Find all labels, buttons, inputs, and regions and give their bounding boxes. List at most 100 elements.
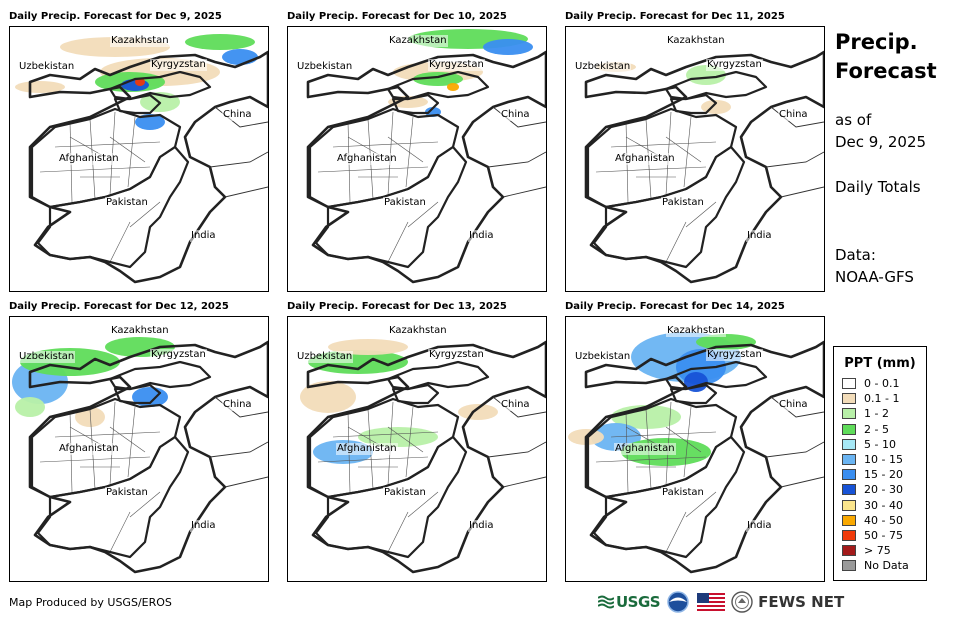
legend-swatch bbox=[842, 438, 856, 450]
country-label-china: China bbox=[500, 399, 531, 411]
map-canvas bbox=[584, 50, 824, 284]
legend-label: 20 - 30 bbox=[864, 483, 903, 497]
panel-title: Daily Precip. Forecast for Dec 12, 2025 bbox=[9, 301, 229, 312]
province-border bbox=[54, 431, 161, 438]
precip-area bbox=[358, 427, 438, 447]
province-border bbox=[685, 201, 717, 228]
legend-swatch bbox=[842, 408, 856, 420]
province-border bbox=[610, 431, 717, 438]
legend-item: > 75 bbox=[842, 543, 926, 558]
country-label-kyrgyzstan: Kyrgyzstan bbox=[428, 349, 485, 361]
country-label-uzbekistan: Uzbekistan bbox=[574, 351, 632, 363]
country-label-kazakhstan: Kazakhstan bbox=[666, 35, 726, 47]
legend-label: 1 - 2 bbox=[864, 407, 889, 421]
legend-item: 40 - 50 bbox=[842, 513, 926, 528]
country-label-pakistan: Pakistan bbox=[661, 197, 705, 209]
as-of-block: as of Dec 9, 2025 bbox=[835, 109, 926, 153]
province-border bbox=[54, 141, 161, 148]
legend-swatch bbox=[842, 484, 856, 496]
fews-net-logo: FEWS NET bbox=[758, 593, 845, 611]
province-border bbox=[387, 221, 409, 263]
legend-swatch bbox=[842, 454, 856, 466]
precip-area bbox=[75, 407, 105, 427]
country-label-china: China bbox=[222, 399, 253, 411]
tajikistan-border bbox=[113, 93, 162, 115]
country-label-pakistan: Pakistan bbox=[661, 487, 705, 499]
precip-area bbox=[185, 34, 255, 50]
province-border bbox=[39, 166, 151, 173]
country-label-uzbekistan: Uzbekistan bbox=[574, 61, 632, 73]
kyrgyzstan-border bbox=[108, 360, 212, 391]
precip-map: Kazakhstan Uzbekistan Kyrgyzstan China Afgha… bbox=[565, 26, 825, 292]
province-border bbox=[332, 141, 439, 148]
legend-label: 5 - 10 bbox=[864, 437, 896, 451]
precip-map: Kazakhstan Uzbekistan Kyrgyzstan China Afgha… bbox=[287, 316, 547, 582]
kyrgyzstan-border bbox=[664, 70, 768, 101]
country-label-kazakhstan: Kazakhstan bbox=[666, 325, 726, 337]
legend-swatch bbox=[842, 499, 856, 511]
as-of-date: Dec 9, 2025 bbox=[835, 133, 927, 151]
country-label-afghanistan: Afghanistan bbox=[614, 153, 676, 165]
country-label-india: India bbox=[746, 230, 773, 242]
country-border bbox=[487, 151, 546, 168]
country-border bbox=[765, 151, 824, 168]
precip-area bbox=[413, 72, 463, 86]
legend-label: No Data bbox=[864, 559, 909, 573]
province-border bbox=[129, 491, 161, 518]
country-label-uzbekistan: Uzbekistan bbox=[18, 351, 76, 363]
country-label-uzbekistan: Uzbekistan bbox=[296, 351, 354, 363]
country-border bbox=[224, 186, 268, 198]
province-border bbox=[332, 431, 439, 438]
country-border bbox=[780, 186, 824, 198]
legend-item: 2 - 5 bbox=[842, 422, 926, 437]
country-label-india: India bbox=[468, 520, 495, 532]
country-label-kyrgyzstan: Kyrgyzstan bbox=[706, 349, 763, 361]
country-border bbox=[209, 151, 268, 168]
legend-label: 40 - 50 bbox=[864, 513, 903, 527]
precip-area bbox=[300, 381, 356, 413]
country-border bbox=[224, 476, 268, 488]
panel-title: Daily Precip. Forecast for Dec 11, 2025 bbox=[565, 11, 785, 22]
legend-label: 30 - 40 bbox=[864, 498, 903, 512]
province-border bbox=[317, 166, 429, 173]
tajikistan-border bbox=[391, 383, 440, 405]
legend-swatch bbox=[842, 423, 856, 435]
country-label-india: India bbox=[746, 520, 773, 532]
country-border bbox=[780, 476, 824, 488]
province-border bbox=[407, 201, 439, 228]
province-border bbox=[387, 426, 424, 453]
country-label-india: India bbox=[190, 230, 217, 242]
province-border bbox=[109, 426, 146, 453]
usgs-wave-icon bbox=[598, 595, 614, 609]
province-border bbox=[387, 136, 424, 163]
map-canvas bbox=[568, 332, 824, 574]
province-border bbox=[685, 491, 717, 518]
country-label-kyrgyzstan: Kyrgyzstan bbox=[150, 59, 207, 71]
country-label-kyrgyzstan: Kyrgyzstan bbox=[150, 349, 207, 361]
precip-area bbox=[135, 114, 165, 130]
country-label-pakistan: Pakistan bbox=[105, 487, 149, 499]
legend-swatch bbox=[842, 545, 856, 557]
legend-item: 20 - 30 bbox=[842, 482, 926, 497]
province-border bbox=[665, 426, 702, 453]
legend-swatch bbox=[842, 529, 856, 541]
daily-totals-label: Daily Totals bbox=[835, 178, 921, 196]
country-label-uzbekistan: Uzbekistan bbox=[18, 61, 76, 73]
side-title-line1: Precip. bbox=[835, 30, 918, 54]
panel-title: Daily Precip. Forecast for Dec 9, 2025 bbox=[9, 11, 222, 22]
data-source: NOAA-GFS bbox=[835, 268, 914, 286]
legend-label: > 75 bbox=[864, 544, 891, 558]
panel-title: Daily Precip. Forecast for Dec 13, 2025 bbox=[287, 301, 507, 312]
country-label-kyrgyzstan: Kyrgyzstan bbox=[706, 59, 763, 71]
map-canvas bbox=[300, 339, 546, 574]
legend-label: 0 - 0.1 bbox=[864, 377, 900, 391]
precip-map: Kazakhstan Uzbekistan Kyrgyzstan China Afgha… bbox=[9, 26, 269, 292]
legend-item: No Data bbox=[842, 558, 926, 573]
usgs-logo: USGS bbox=[598, 593, 661, 611]
legend-swatch bbox=[842, 393, 856, 405]
precip-area bbox=[121, 79, 149, 91]
province-border bbox=[129, 201, 161, 228]
country-label-kyrgyzstan: Kyrgyzstan bbox=[428, 59, 485, 71]
legend-item: 15 - 20 bbox=[842, 467, 926, 482]
country-label-china: China bbox=[500, 109, 531, 121]
